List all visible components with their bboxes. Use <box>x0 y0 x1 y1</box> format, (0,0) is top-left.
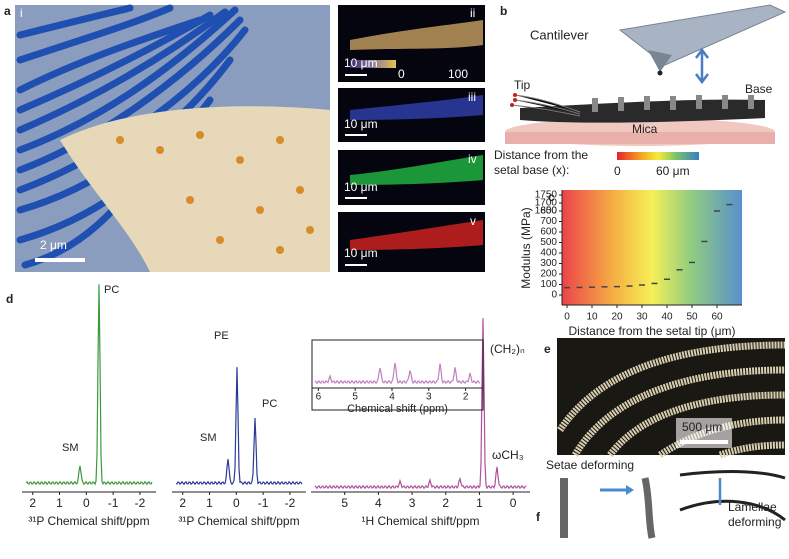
x-axis-label: ¹H Chemical shift/ppm <box>361 514 479 528</box>
colorbar-tick: 0 <box>398 67 405 81</box>
x-tick-label: 2 <box>463 392 469 403</box>
panel-label: c <box>548 190 555 204</box>
panel-f-drawing <box>560 470 786 539</box>
scale-bar-label: 10 μm <box>344 117 378 131</box>
annotation: Tip <box>514 78 531 92</box>
annotation: Setae deforming <box>546 458 634 472</box>
spectrum-trace <box>314 318 527 490</box>
peak-label: PC <box>104 284 119 296</box>
x-tick-label: 1 <box>56 496 63 510</box>
x-tick-label: 0 <box>510 496 517 510</box>
x-tick-label: 20 <box>611 312 623 323</box>
x-tick-label: 30 <box>636 312 648 323</box>
scale-bar-label: 500 μm <box>682 420 722 434</box>
peak-label: PC <box>262 398 277 410</box>
y-tick-label: 500 <box>540 237 557 248</box>
panel-a-image <box>15 4 330 272</box>
x-tick-label: 4 <box>375 496 382 510</box>
annotation: setal base (x): <box>494 163 569 177</box>
plot-background <box>562 190 742 305</box>
y-tick-label: 600 <box>540 227 557 238</box>
spectra-traces <box>25 284 527 490</box>
x-tick-label: -1 <box>258 496 269 510</box>
annotation: deforming <box>728 515 781 529</box>
x-axis-label: Chemical shift (ppm) <box>347 403 448 415</box>
annotation: Base <box>745 82 773 96</box>
peak-label: PE <box>214 330 229 342</box>
subpanel-label: iii <box>468 90 476 104</box>
y-tick-label: 0 <box>551 290 557 301</box>
peak-label: ωCH₃ <box>492 448 524 462</box>
x-axis-label: Distance from the setal tip (μm) <box>569 324 736 338</box>
colorbar-tick: 100 <box>448 67 468 81</box>
x-tick-label: 2 <box>442 496 449 510</box>
subpanel-label: v <box>470 214 476 228</box>
x-tick-label: 1 <box>206 496 213 510</box>
scale-bar-label: 10 μm <box>344 246 378 260</box>
colorbar-tick: 60 μm <box>656 164 690 178</box>
panel-label: d <box>6 292 13 306</box>
panel-label: b <box>500 4 507 18</box>
x-tick-label: 3 <box>426 392 432 403</box>
panel-label: e <box>544 342 551 356</box>
x-tick-label: 50 <box>686 312 698 323</box>
y-tick-label: 700 <box>540 216 557 227</box>
x-tick-label: 0 <box>233 496 240 510</box>
panel-b-drawing <box>505 4 787 160</box>
subpanel-label: i <box>20 6 23 20</box>
x-tick-label: 5 <box>352 392 358 403</box>
y-tick-label: 1750 <box>535 190 558 201</box>
annotation: Distance from the <box>494 148 588 162</box>
x-tick-label: 6 <box>316 392 322 403</box>
y-tick-label: 200 <box>540 269 557 280</box>
subpanel-label: iv <box>468 152 477 166</box>
y-tick-label: 1650 <box>535 206 558 217</box>
x-axis-label: ³¹P Chemical shift/ppm <box>178 514 299 528</box>
x-tick-label: 5 <box>341 496 348 510</box>
scale-bar-label: 10 μm <box>344 56 378 70</box>
spectrum-trace <box>176 367 303 486</box>
x-tick-label: -1 <box>108 496 119 510</box>
x-tick-label: 10 <box>586 312 598 323</box>
x-tick-label: 60 <box>711 312 723 323</box>
x-tick-label: 2 <box>179 496 186 510</box>
peak-label: (CH₂)ₙ <box>490 342 525 356</box>
x-tick-label: 4 <box>389 392 395 403</box>
scale-bar-label: 10 μm <box>344 180 378 194</box>
x-tick-label: 0 <box>564 312 570 323</box>
y-tick-label: 800 <box>540 206 557 217</box>
panel-e-image <box>557 338 786 459</box>
y-tick-label: 100 <box>540 279 557 290</box>
x-tick-label: 1 <box>476 496 483 510</box>
y-tick-label: 400 <box>540 248 557 259</box>
y-tick-label: 1700 <box>535 198 558 209</box>
scale-bar-label: 2 μm <box>40 238 67 252</box>
x-tick-label: 2 <box>29 496 36 510</box>
x-tick-label: 3 <box>409 496 416 510</box>
colorbar-tick: 0 <box>614 164 621 178</box>
panel-label: f <box>536 510 541 524</box>
annotation: Mica <box>632 122 658 136</box>
y-tick-label: 300 <box>540 258 557 269</box>
spectrum-trace <box>25 284 153 486</box>
x-tick-label: 40 <box>661 312 673 323</box>
x-tick-label: 0 <box>83 496 90 510</box>
x-tick-label: -2 <box>135 496 146 510</box>
x-tick-label: -2 <box>285 496 296 510</box>
peak-label: SM <box>62 442 79 454</box>
annotation: Lamellae <box>728 500 777 514</box>
annotation: Cantilever <box>530 27 589 42</box>
fluorescence-images <box>338 5 485 272</box>
spectrum-trace <box>314 362 481 385</box>
y-axis-label: Modulus (MPa) <box>519 207 533 288</box>
panel-label: a <box>4 4 11 18</box>
x-axis-label: ³¹P Chemical shift/ppm <box>28 514 149 528</box>
labels: a b c d e f i ii iii iv v 2 μm 10 μm 10 … <box>4 4 781 529</box>
peak-label: SM <box>200 432 217 444</box>
inset-frame <box>311 339 484 411</box>
subpanel-label: ii <box>470 6 475 20</box>
